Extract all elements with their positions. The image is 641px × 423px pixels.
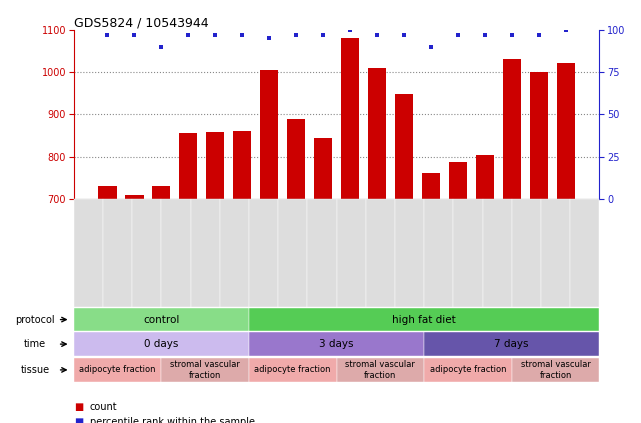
Bar: [476, 155, 494, 199]
Text: adipocyte fraction: adipocyte fraction: [254, 365, 331, 374]
Bar: [556, 63, 576, 199]
Text: 3 days: 3 days: [319, 339, 354, 349]
Point: [561, 26, 571, 33]
Bar: [97, 186, 117, 199]
Bar: [206, 132, 224, 199]
Bar: [233, 131, 251, 199]
Text: 0 days: 0 days: [144, 339, 178, 349]
Text: 7 days: 7 days: [494, 339, 529, 349]
Point: [129, 31, 139, 38]
Bar: [152, 186, 171, 199]
Point: [345, 26, 355, 33]
Bar: [179, 133, 197, 199]
Bar: [422, 173, 440, 199]
Text: count: count: [90, 402, 117, 412]
Point: [453, 31, 463, 38]
Point: [318, 31, 328, 38]
Point: [210, 31, 220, 38]
Text: percentile rank within the sample: percentile rank within the sample: [90, 417, 254, 423]
Text: high fat diet: high fat diet: [392, 315, 456, 324]
Bar: [529, 72, 549, 199]
Text: time: time: [24, 339, 46, 349]
Text: adipocyte fraction: adipocyte fraction: [79, 365, 156, 374]
Bar: [395, 94, 413, 199]
Text: adipocyte fraction: adipocyte fraction: [429, 365, 506, 374]
Point: [237, 31, 247, 38]
Point: [426, 43, 436, 50]
Text: ■: ■: [74, 417, 83, 423]
Point: [534, 31, 544, 38]
Bar: [503, 59, 521, 199]
Bar: [449, 162, 467, 199]
Bar: [340, 38, 360, 199]
Text: tissue: tissue: [21, 365, 50, 375]
Bar: [287, 119, 306, 199]
Text: GDS5824 / 10543944: GDS5824 / 10543944: [74, 17, 208, 30]
Bar: [124, 195, 144, 199]
Point: [372, 31, 382, 38]
Text: protocol: protocol: [15, 315, 55, 324]
Point: [507, 31, 517, 38]
Text: stromal vascular
fraction: stromal vascular fraction: [520, 360, 590, 379]
Point: [156, 43, 166, 50]
Bar: [260, 70, 278, 199]
Point: [399, 31, 409, 38]
Point: [480, 31, 490, 38]
Text: stromal vascular
fraction: stromal vascular fraction: [345, 360, 415, 379]
Text: control: control: [143, 315, 179, 324]
Text: ■: ■: [74, 402, 83, 412]
Point: [264, 35, 274, 41]
Point: [291, 31, 301, 38]
Bar: [313, 138, 333, 199]
Bar: [367, 68, 387, 199]
Text: stromal vascular
fraction: stromal vascular fraction: [170, 360, 240, 379]
Point: [183, 31, 193, 38]
Point: [102, 31, 112, 38]
